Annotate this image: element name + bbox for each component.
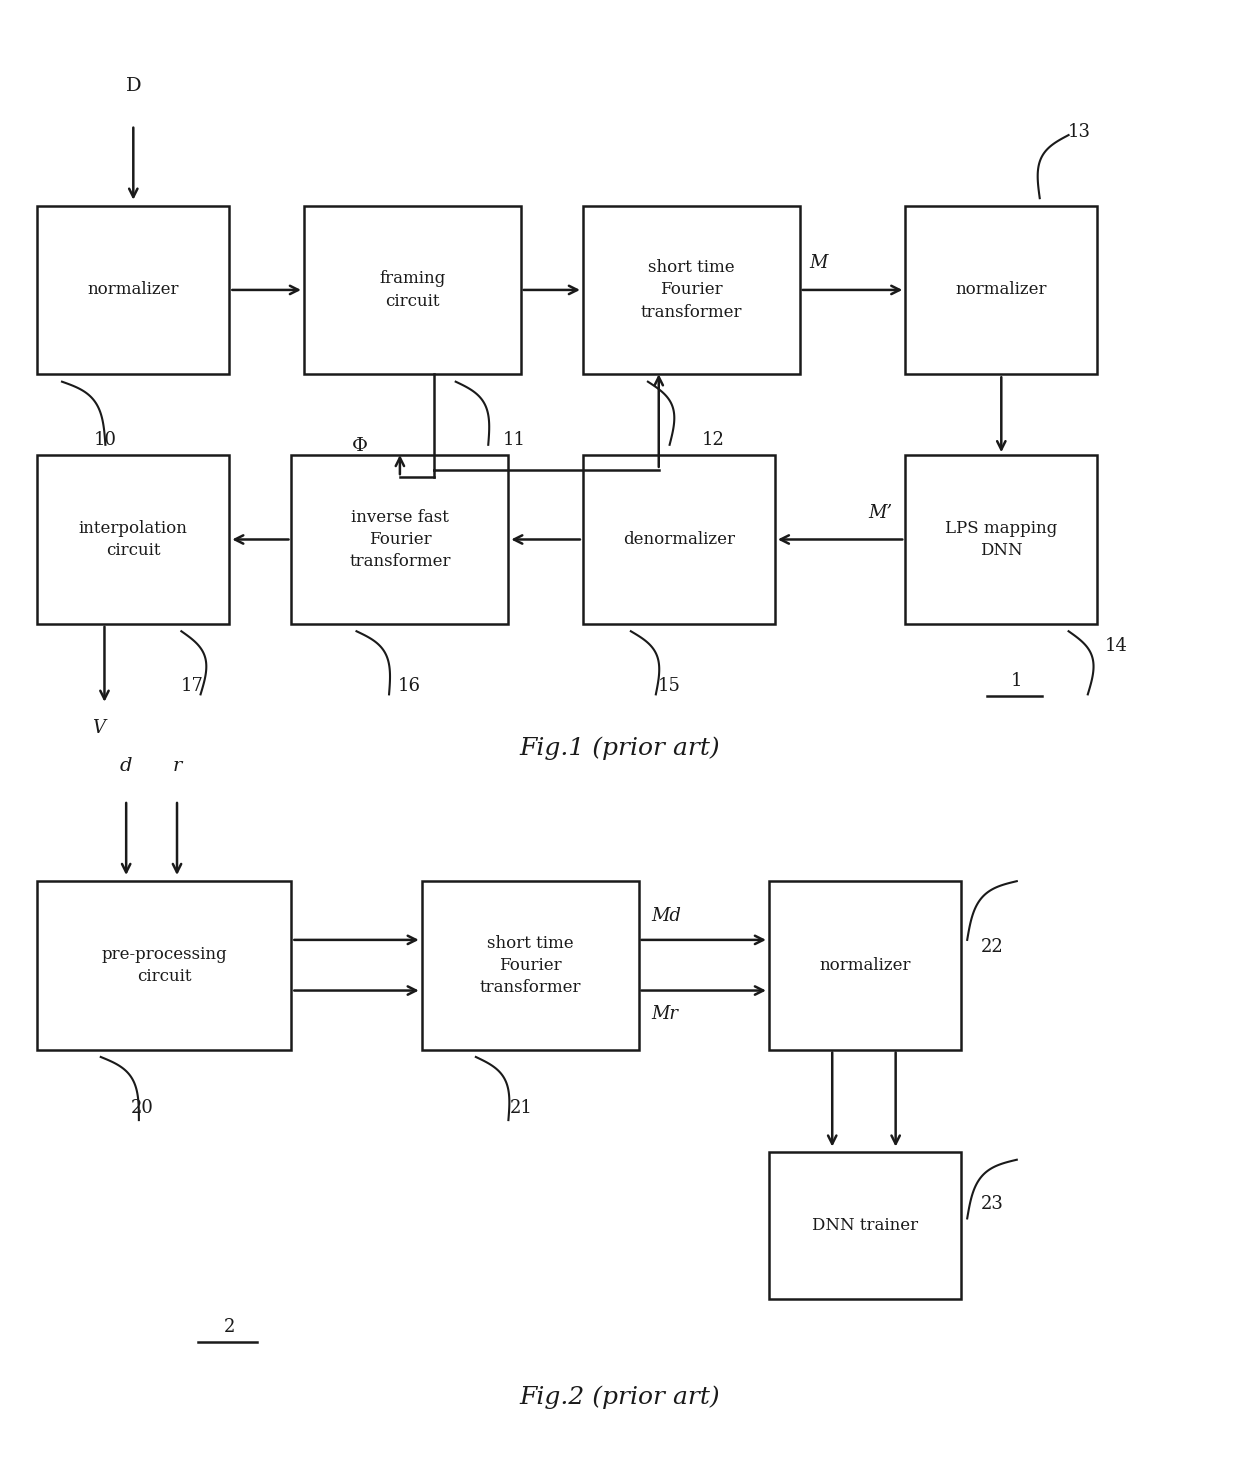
Text: 21: 21: [510, 1100, 532, 1117]
Bar: [304, 206, 521, 374]
Bar: [769, 881, 961, 1050]
Text: d: d: [120, 757, 133, 775]
Bar: [905, 206, 1097, 374]
Text: 22: 22: [981, 938, 1003, 956]
Text: Φ: Φ: [352, 437, 367, 455]
Text: D: D: [125, 78, 141, 95]
Text: interpolation
circuit: interpolation circuit: [79, 520, 187, 559]
Text: normalizer: normalizer: [956, 282, 1047, 298]
Text: 12: 12: [702, 432, 724, 449]
Text: denormalizer: denormalizer: [622, 531, 735, 548]
Text: 13: 13: [1068, 123, 1090, 141]
Text: normalizer: normalizer: [820, 957, 910, 973]
Text: r: r: [172, 757, 182, 775]
Text: LPS mapping
DNN: LPS mapping DNN: [945, 520, 1058, 559]
Text: short time
Fourier
transformer: short time Fourier transformer: [641, 260, 742, 320]
Text: 23: 23: [981, 1195, 1003, 1213]
Bar: [583, 455, 775, 624]
Text: normalizer: normalizer: [88, 282, 179, 298]
Text: M: M: [810, 254, 828, 273]
Bar: [905, 455, 1097, 624]
Text: M’: M’: [869, 504, 893, 523]
Text: inverse fast
Fourier
transformer: inverse fast Fourier transformer: [350, 509, 450, 570]
Text: 11: 11: [503, 432, 526, 449]
Bar: [37, 206, 229, 374]
Text: 15: 15: [658, 677, 681, 694]
Text: Mr: Mr: [651, 1006, 678, 1023]
Text: pre-processing
circuit: pre-processing circuit: [102, 945, 227, 985]
Bar: [422, 881, 639, 1050]
Text: short time
Fourier
transformer: short time Fourier transformer: [480, 935, 580, 995]
Bar: [37, 455, 229, 624]
Bar: [769, 1152, 961, 1299]
Text: Fig.1 (prior art): Fig.1 (prior art): [520, 737, 720, 760]
Bar: [37, 881, 291, 1050]
Text: V: V: [92, 719, 104, 737]
Text: framing
circuit: framing circuit: [379, 270, 445, 310]
Text: 20: 20: [131, 1100, 154, 1117]
Text: 1: 1: [1011, 672, 1023, 690]
Text: Md: Md: [651, 907, 681, 925]
Text: 10: 10: [94, 432, 117, 449]
Text: Fig.2 (prior art): Fig.2 (prior art): [520, 1386, 720, 1409]
Bar: [291, 455, 508, 624]
Text: 2: 2: [223, 1318, 236, 1336]
Text: 17: 17: [181, 677, 203, 694]
Text: 16: 16: [398, 677, 420, 694]
Text: 14: 14: [1105, 637, 1127, 655]
Bar: [583, 206, 800, 374]
Text: DNN trainer: DNN trainer: [812, 1217, 918, 1235]
